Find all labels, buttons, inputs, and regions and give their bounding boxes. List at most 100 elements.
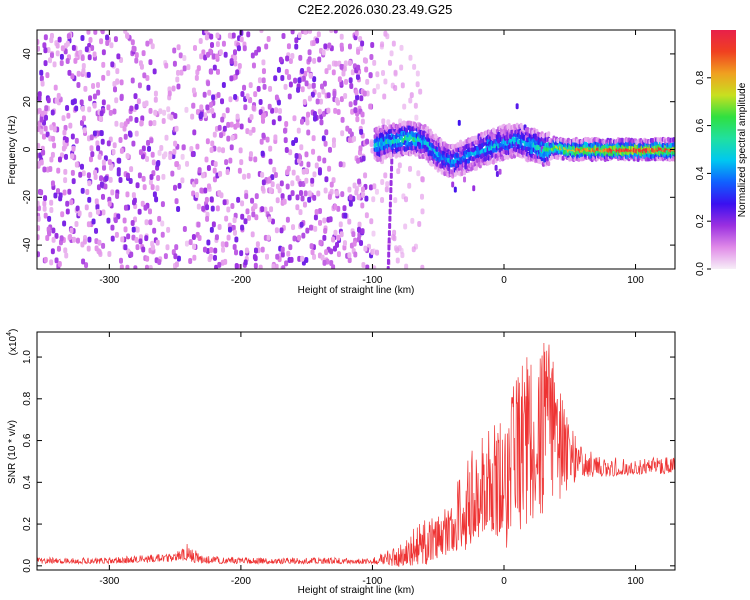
spectrogram-noise-cell (287, 74, 292, 81)
spectrogram-noise-cell (268, 85, 273, 92)
spectrogram-noise-cell (347, 60, 352, 67)
spectrogram-y-tick-label: 20 (22, 96, 33, 108)
spectrogram-noise-cell (336, 108, 341, 115)
snr-y-multiplier-base: (x10 (8, 335, 19, 355)
spectrogram-noise-cell (368, 103, 373, 110)
spectrogram-noise-cell (85, 189, 90, 196)
spectrogram-noise-cell (369, 218, 374, 225)
spectrogram-noise-cell (314, 162, 319, 169)
spectrogram-noise-cell (286, 43, 291, 50)
spectrogram-noise-cell (133, 93, 138, 100)
spectrogram-noise-cell (246, 31, 251, 38)
spectrogram-noise-cell (184, 106, 189, 113)
spectrogram-signal-cell (495, 171, 499, 178)
spectrogram-noise-cell (86, 30, 91, 35)
spectrogram-noise-cell (292, 115, 297, 122)
spectrogram-noise-cell (209, 247, 214, 254)
spectrogram-noise-cell (239, 123, 244, 130)
spectrogram-noise-cell (135, 182, 140, 189)
spectrogram-noise-cell (356, 64, 361, 71)
spectrogram-noise-cell (397, 162, 402, 169)
spectrogram-noise-cell (49, 52, 54, 59)
spectrogram-noise-cell (297, 234, 302, 241)
spectrogram-noise-cell (182, 225, 187, 232)
spectrogram-noise-cell (221, 82, 226, 89)
spectrogram-noise-cell (333, 203, 338, 210)
spectrogram-noise-cell (189, 145, 194, 152)
spectrogram-noise-cell (174, 125, 179, 132)
spectrogram-noise-cell (37, 225, 41, 232)
spectrogram-noise-cell (203, 112, 208, 119)
spectrogram-noise-cell (259, 30, 264, 34)
spectrogram-noise-cell (70, 153, 75, 160)
spectrogram-noise-cell (173, 253, 178, 260)
spectrogram-noise-cell (86, 172, 91, 179)
spectrogram-noise-cell (375, 71, 380, 78)
spectrogram-noise-cell (123, 133, 128, 140)
spectrogram-noise-cell (230, 202, 235, 209)
spectrogram-noise-cell (128, 115, 133, 122)
spectrogram-noise-cell (268, 145, 273, 152)
spectrogram-noise-cell (278, 56, 283, 63)
spectrogram-noise-cell (260, 150, 265, 157)
snr-x-tick-label: -200 (231, 576, 251, 587)
spectrogram-noise-cell (250, 52, 255, 59)
spectrogram-noise-cell (163, 253, 168, 260)
spectrogram-streak-cell (389, 194, 393, 201)
spectrogram-noise-cell (295, 204, 300, 211)
snr-series (37, 342, 675, 567)
spectrogram-noise-cell (106, 140, 111, 147)
spectrogram-x-axis: -300 -200 -100 0 100 (99, 30, 644, 286)
spectrogram-noise-cell (331, 137, 336, 144)
spectrogram-noise-cell (112, 142, 117, 149)
spectrogram-noise-cell (206, 183, 211, 190)
spectrogram-noise-cell (290, 30, 295, 35)
spectrogram-noise-cell (174, 244, 179, 251)
spectrogram-noise-cell (363, 172, 368, 179)
spectrogram-noise-cell (233, 54, 238, 61)
spectrogram-noise-cell (417, 220, 422, 227)
spectrogram-noise-cell (288, 244, 293, 251)
spectrogram-noise-cell (155, 239, 160, 246)
spectrogram-noise-cell (317, 56, 322, 63)
spectrogram-noise-cell (196, 203, 201, 210)
spectrogram-noise-cell (202, 246, 207, 253)
spectrogram-noise-cell (234, 236, 239, 243)
spectrogram-noise-cell (282, 198, 287, 205)
spectrogram-noise-cell (87, 106, 92, 113)
spectrogram-noise-cell (88, 95, 93, 102)
spectrogram-noise-cell (52, 61, 57, 68)
spectrogram-noise-cell (285, 169, 290, 176)
spectrogram-noise-cell (37, 234, 40, 241)
spectrogram-noise-cell (292, 235, 297, 242)
spectrogram-noise-cell (324, 249, 329, 256)
spectrogram-noise-cell (243, 259, 248, 266)
spectrogram-noise-cell (285, 183, 290, 190)
snr-y-axis: 0.0 0.2 0.4 0.6 0.8 1.0 (22, 350, 675, 573)
spectrogram-noise-cell (101, 99, 106, 106)
spectrogram-noise-cell (140, 200, 145, 207)
colorbar-gradient (711, 30, 736, 269)
spectrogram-noise-cell (131, 226, 136, 233)
spectrogram-noise-cell (287, 93, 292, 100)
snr-x-axis: -300 -200 -100 0 100 (99, 332, 644, 587)
spectrogram-noise-cell (327, 42, 332, 49)
spectrogram-noise-cell (53, 84, 58, 91)
spectrogram-noise-cell (157, 149, 162, 156)
colorbar-tick-label: 0.4 (695, 166, 706, 180)
spectrogram-noise-cell (220, 241, 225, 248)
spectrogram-noise-cell (37, 142, 41, 149)
spectrogram-noise-cell (268, 158, 273, 165)
spectrogram-noise-cell (354, 30, 359, 37)
spectrogram-noise-cell (55, 42, 60, 49)
spectrogram-noise-cell (258, 99, 263, 106)
spectrogram-noise-cell (239, 159, 244, 166)
spectrogram-noise-cell (274, 94, 279, 101)
spectrogram-noise-cell (229, 75, 234, 82)
spectrogram-noise-cell (62, 220, 67, 227)
spectrogram-noise-cell (312, 76, 317, 83)
spectrogram-noise-cell (95, 208, 100, 215)
spectrogram-noise-cell (298, 209, 303, 216)
spectrogram-noise-cell (140, 115, 145, 122)
